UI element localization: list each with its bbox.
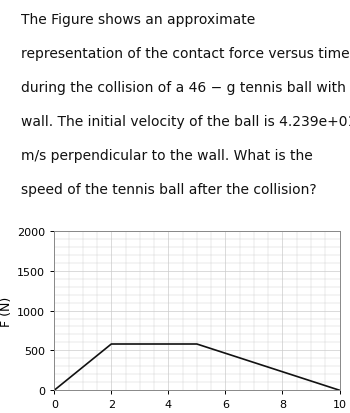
- Text: m/s perpendicular to the wall. What is the: m/s perpendicular to the wall. What is t…: [21, 149, 313, 163]
- Text: during the collision of a 46 − g tennis ball with a: during the collision of a 46 − g tennis …: [21, 81, 350, 95]
- Y-axis label: F (N): F (N): [0, 296, 13, 326]
- Text: wall. The initial velocity of the ball is 4.239e+01: wall. The initial velocity of the ball i…: [21, 115, 350, 129]
- Text: The Figure shows an approximate: The Figure shows an approximate: [21, 13, 255, 27]
- Text: speed of the tennis ball after the collision?: speed of the tennis ball after the colli…: [21, 183, 317, 197]
- Text: representation of the contact force versus time: representation of the contact force vers…: [21, 47, 350, 61]
